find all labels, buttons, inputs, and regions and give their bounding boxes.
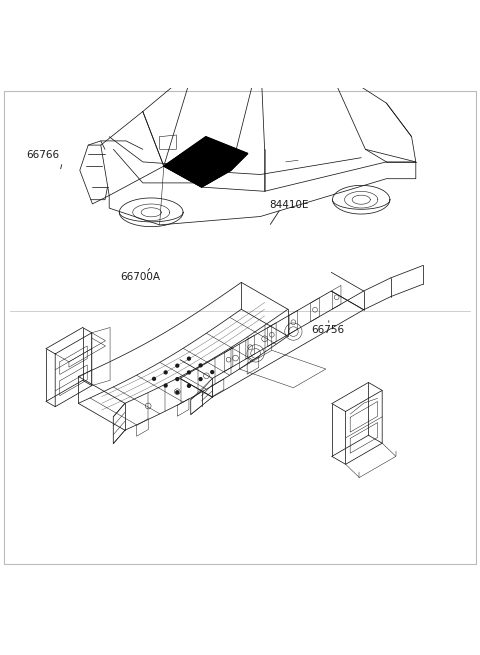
Circle shape <box>188 384 191 387</box>
Polygon shape <box>164 137 248 187</box>
Circle shape <box>188 371 191 374</box>
Circle shape <box>153 377 156 381</box>
Circle shape <box>199 378 202 381</box>
Circle shape <box>164 384 167 387</box>
Circle shape <box>211 371 214 373</box>
Text: 84410E: 84410E <box>269 200 308 210</box>
Circle shape <box>164 371 167 374</box>
Circle shape <box>199 364 202 367</box>
Text: 66766: 66766 <box>26 150 60 160</box>
Circle shape <box>176 364 179 367</box>
Text: 66756: 66756 <box>311 325 344 335</box>
Text: 66700A: 66700A <box>120 272 160 282</box>
Circle shape <box>176 391 179 394</box>
Circle shape <box>176 378 179 381</box>
Circle shape <box>188 357 191 360</box>
